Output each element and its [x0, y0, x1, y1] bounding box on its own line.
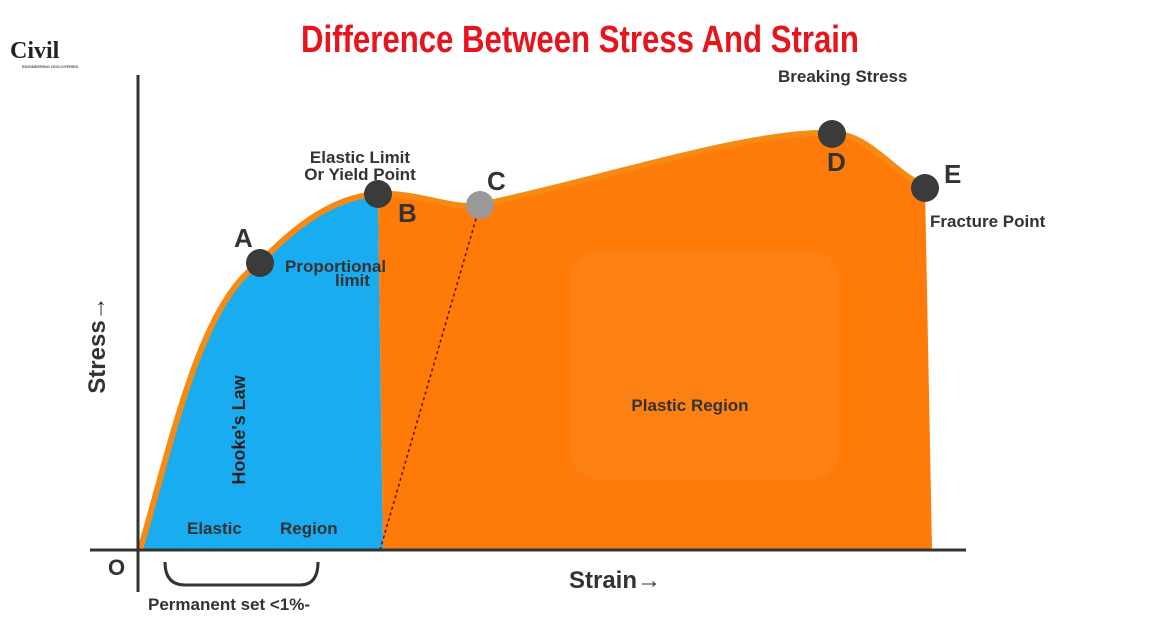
- letter: C: [487, 166, 506, 196]
- label: Elastic Limit: [310, 148, 410, 167]
- label: limit: [335, 271, 370, 290]
- point-c: [466, 191, 494, 219]
- brace: [163, 561, 320, 587]
- point-d: [818, 120, 846, 148]
- hookes-law: Hooke's Law: [229, 374, 249, 484]
- origin: O: [108, 555, 125, 580]
- elastic-region: [140, 194, 383, 550]
- plastic-label: Plastic Region: [631, 396, 748, 415]
- logo: Civil: [10, 38, 60, 64]
- letter: A: [234, 223, 253, 253]
- permanent-set: Permanent set <1%-: [148, 595, 310, 614]
- plastic-shade: [570, 250, 840, 480]
- elastic-label: Elastic: [187, 519, 242, 538]
- point-a: [246, 249, 274, 277]
- label: Or Yield Point: [304, 165, 416, 184]
- elastic-label: Region: [280, 519, 338, 538]
- point-b: [364, 180, 392, 208]
- logo-sub: ENGINEERING DISCOVERIES: [22, 64, 79, 69]
- letter: D: [827, 147, 846, 177]
- title: Difference Between Stress And Strain: [301, 19, 859, 61]
- x-axis-label: Strain→: [569, 567, 661, 594]
- point-e: [911, 174, 939, 202]
- y-axis-label: Stress→: [84, 296, 111, 393]
- letter: B: [398, 198, 417, 228]
- letter: E: [944, 159, 961, 189]
- label: Proportional: [285, 257, 386, 276]
- label: Fracture Point: [930, 212, 1046, 231]
- label: Breaking Stress: [778, 67, 907, 86]
